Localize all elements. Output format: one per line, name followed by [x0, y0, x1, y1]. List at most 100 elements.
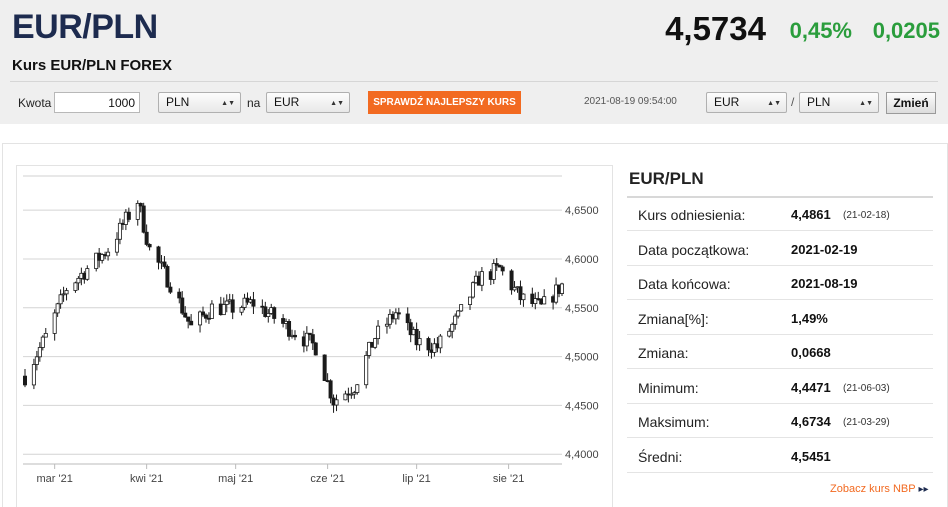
candle-body	[114, 238, 119, 253]
candle-body	[438, 335, 443, 349]
current-rate: 4,5734	[665, 10, 766, 47]
candle-body	[209, 303, 214, 319]
candle-body	[168, 286, 173, 293]
double-arrow-icon: ▸▸	[918, 484, 929, 495]
x-tick-label: maj '21	[218, 473, 253, 485]
candle-body	[417, 338, 422, 346]
candle-body	[61, 293, 66, 296]
stats-label: Minimum:	[638, 379, 699, 396]
stats-value: 0,0668	[791, 345, 831, 360]
candle-body	[189, 320, 194, 326]
candle-body	[560, 283, 565, 294]
candle-body	[135, 202, 140, 220]
header-divider	[10, 81, 938, 82]
x-tick-label: mar '21	[36, 473, 72, 485]
candle-body	[387, 313, 392, 325]
candle-body	[542, 296, 547, 305]
candle-body	[497, 264, 502, 268]
candle-body	[287, 321, 292, 337]
candle-body	[343, 393, 348, 401]
candle-body	[292, 334, 297, 338]
candle-body	[242, 297, 247, 308]
candle-body	[494, 263, 499, 266]
candle-body	[180, 297, 185, 314]
candle-body	[384, 323, 389, 327]
pair-to-select[interactable]: PLN ▲▼	[799, 92, 879, 113]
stats-row: Data końcowa: 2021-08-19	[627, 266, 933, 300]
pair-from-value: EUR	[714, 95, 740, 109]
candle-body	[355, 384, 360, 393]
candle-body	[156, 246, 161, 263]
candle-body	[85, 268, 90, 280]
candle-body	[328, 380, 333, 399]
change-pair-button[interactable]: Zmień	[886, 92, 936, 114]
candle-body	[453, 315, 458, 325]
candle-body	[518, 286, 523, 301]
candle-body	[281, 318, 286, 324]
candle-body	[533, 298, 538, 304]
candle-body	[468, 296, 473, 305]
stats-label: Maksimum:	[638, 414, 710, 430]
select-arrows-icon: ▲▼	[767, 100, 781, 107]
candle-body	[138, 202, 143, 207]
stats-label: Zmiana:	[638, 345, 689, 361]
pair-from-select[interactable]: EUR ▲▼	[706, 92, 787, 113]
candle-body	[198, 311, 203, 326]
check-best-rate-button[interactable]: SPRAWDŹ NAJLEPSZY KURS	[368, 91, 521, 114]
from-currency-select[interactable]: PLN ▲▼	[158, 92, 241, 113]
candle-body	[447, 330, 452, 337]
x-tick-label: lip '21	[402, 473, 430, 485]
candle-body	[64, 290, 69, 295]
select-arrows-icon: ▲▼	[221, 100, 235, 107]
candle-body	[94, 252, 99, 269]
candlestick-chart: 4,6500 4,6000 4,5500 4,5000 4,4500 4,4000 mar …	[23, 175, 599, 485]
candle-body	[100, 254, 105, 261]
stats-row: Zmiana[%]: 1,49%	[627, 301, 933, 335]
stats-value: 2021-08-19	[791, 276, 858, 291]
pair-to-value: PLN	[807, 95, 831, 109]
nbp-rate-link[interactable]: Zobacz kurs NBP ▸▸	[830, 483, 929, 495]
candle-body	[310, 334, 315, 344]
candle-body	[141, 205, 146, 233]
nbp-link-label: Zobacz kurs NBP	[830, 483, 916, 495]
stats-value: 4,4471	[791, 379, 831, 395]
candle-body	[40, 336, 45, 348]
stats-title: EUR/PLN	[629, 169, 704, 188]
stats-date: (21-03-29)	[843, 417, 890, 428]
candle-body	[147, 244, 152, 248]
y-tick-label: 4,4000	[565, 449, 599, 461]
candle-body	[239, 307, 244, 313]
select-arrows-icon: ▲▼	[859, 100, 873, 107]
candle-body	[313, 342, 318, 356]
amount-input[interactable]	[54, 92, 140, 113]
candle-body	[43, 333, 48, 338]
stats-value: 4,6734	[791, 414, 831, 429]
candle-body	[37, 347, 42, 358]
to-currency-value: EUR	[274, 95, 300, 109]
y-tick-label: 4,6500	[565, 205, 599, 217]
candle-body	[224, 300, 229, 305]
x-tick-label: kwi '21	[130, 473, 163, 485]
candle-body	[450, 323, 455, 332]
from-currency-value: PLN	[166, 95, 190, 109]
pair-title: EUR/PLN	[12, 8, 158, 46]
stats-row: Data początkowa: 2021-02-19	[627, 232, 933, 266]
candle-body	[106, 251, 111, 257]
stats-row: Średni: 4,5451	[627, 439, 933, 473]
to-label: na	[247, 96, 261, 110]
candle-body	[459, 304, 464, 312]
candle-body	[58, 294, 63, 305]
candle-body	[76, 277, 81, 284]
stats-value: 4,4861	[791, 207, 831, 222]
chart-area: 4,6500 4,6000 4,5500 4,5000 4,4500 4,4000 mar …	[16, 165, 613, 507]
candle-body	[470, 282, 475, 298]
page-subtitle: Kurs EUR/PLN FOREX	[12, 57, 173, 74]
candle-body	[456, 310, 461, 317]
amount-label: Kwota	[18, 96, 52, 110]
to-currency-select[interactable]: EUR ▲▼	[266, 92, 350, 113]
stats-value: 1,49%	[791, 310, 828, 326]
candle-body	[144, 231, 149, 245]
candle-body	[512, 286, 517, 291]
stats-value: 4,5451	[791, 448, 831, 464]
candle-body	[334, 399, 339, 406]
